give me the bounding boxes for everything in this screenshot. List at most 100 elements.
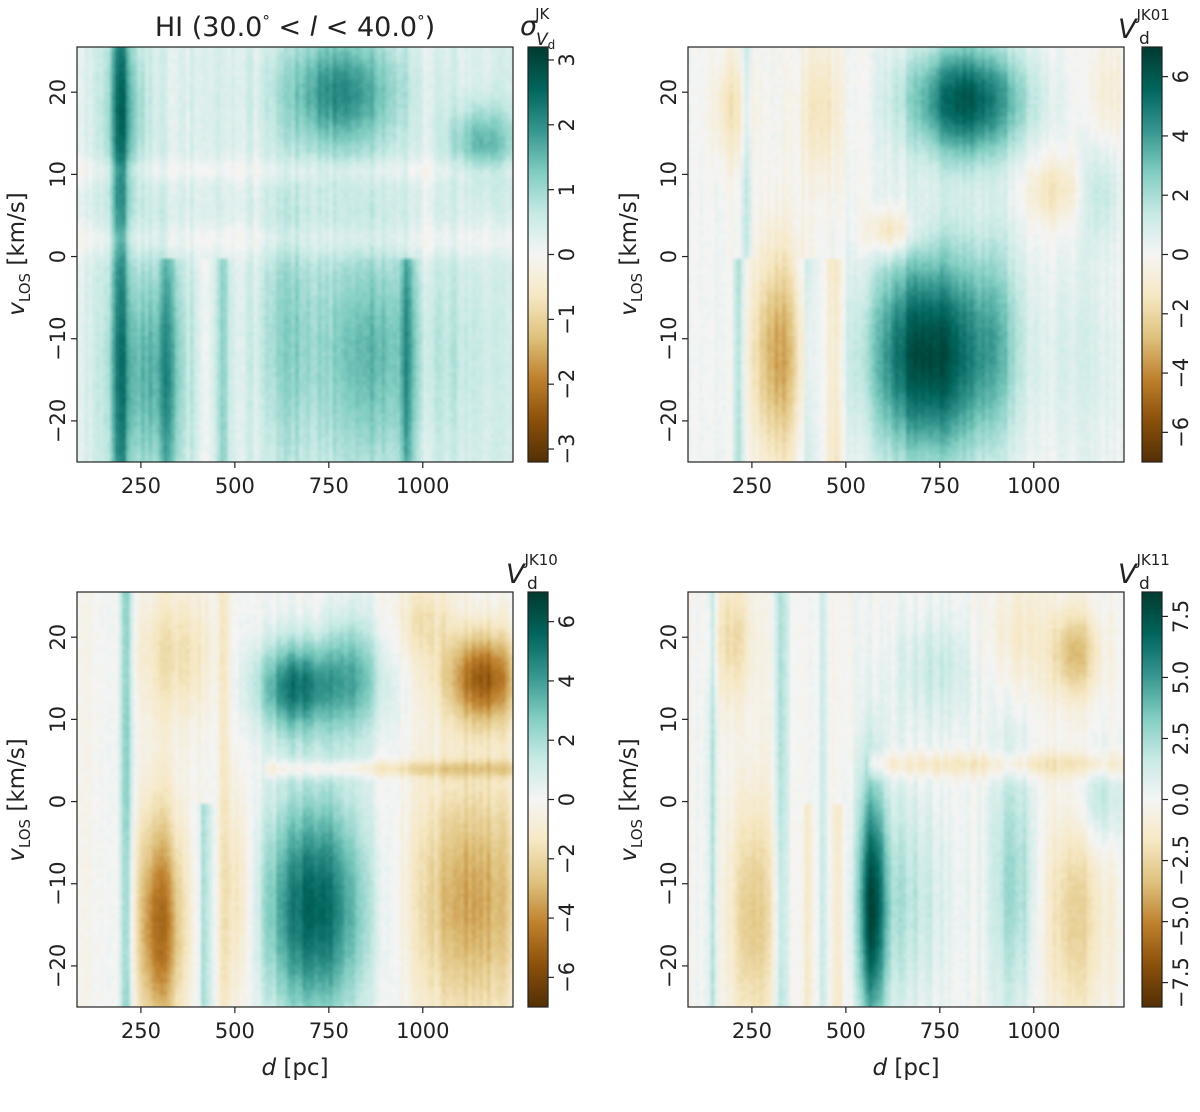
y-axis: −20 −10 0 10 20: [46, 79, 77, 443]
colorbar-tick-label: 7.5: [1169, 600, 1193, 633]
x-tick-label: 750: [920, 1019, 960, 1043]
colorbar-tick-label: 2.5: [1169, 722, 1193, 755]
cb-label-main: V: [506, 559, 527, 590]
y-tick-label: 20: [657, 624, 681, 651]
y-label-main: v: [4, 302, 30, 316]
colorbar-tick-label: −3: [555, 434, 579, 465]
colorbar-tick-label: −2: [555, 843, 579, 874]
colorbar-tick-label: 5.0: [1169, 661, 1193, 694]
x-tick-label: 500: [826, 1019, 866, 1043]
x-axis-label: d [pc]: [872, 1055, 939, 1081]
y-tick-label: 0: [46, 795, 70, 808]
colorbar-tick-label: −2.5: [1169, 835, 1193, 886]
colorbar-tick-label: 2: [555, 118, 579, 131]
y-tick-label: −10: [46, 317, 70, 361]
x-tick-label: 1000: [396, 1019, 449, 1043]
y-label-rest: [km/s]: [616, 738, 642, 819]
y-label-rest: [km/s]: [4, 738, 30, 819]
y-tick-label: −20: [657, 399, 681, 443]
colorbar-tick-label: −6: [555, 962, 579, 993]
x-tick-label: 250: [732, 474, 772, 498]
title-number-2: 40.0: [357, 12, 417, 43]
title-prefix: HI (30.0: [155, 12, 263, 43]
y-label-rest: [km/s]: [4, 192, 30, 273]
plot-frame: [687, 591, 1125, 1008]
colorbar-ticks: −3 −2 −1 0 1 2 3: [548, 53, 579, 465]
x-tick-label: 250: [121, 1019, 161, 1043]
heatmap-image: [77, 592, 513, 1007]
colorbar-tick-label: −6: [1169, 417, 1193, 448]
y-tick-label: −10: [46, 862, 70, 906]
y-tick-label: −10: [657, 862, 681, 906]
y-tick-label: 0: [657, 795, 681, 808]
colorbar-tick-label: −2: [555, 369, 579, 400]
x-label-main: d: [261, 1055, 276, 1081]
y-tick-label: 10: [46, 706, 70, 733]
panel-bottom-right: 250 500 750 1000 −20 −10 0 10 20 d [pc] vLOS [k…: [616, 551, 1193, 1081]
x-label-rest: [pc]: [887, 1055, 940, 1081]
x-label-rest: [pc]: [276, 1055, 329, 1081]
y-tick-label: −20: [46, 399, 70, 443]
heatmap-image: [688, 592, 1124, 1007]
cb-label-sub: d: [527, 574, 538, 594]
colorbar-ticks: −6 −4 −2 0 2 4 6: [548, 615, 579, 993]
heatmap-image: [688, 47, 1124, 462]
x-tick-label: 1000: [1007, 1019, 1060, 1043]
y-label-sub: LOS: [16, 273, 34, 302]
y-axis-label: vLOS [km/s]: [4, 738, 34, 862]
colorbar-label: VJK10 d: [506, 551, 558, 594]
title-degree-1: °: [262, 12, 270, 30]
title-suffix: ): [425, 12, 436, 43]
y-tick-label: 0: [46, 250, 70, 263]
colorbar-tick-label: 1: [555, 183, 579, 196]
cb-label-sup: JK: [534, 5, 550, 23]
y-label-main: v: [616, 302, 642, 316]
y-axis: −20 −10 0 10 20: [46, 624, 77, 988]
y-tick-label: −20: [657, 944, 681, 988]
colorbar-image: [1142, 592, 1162, 1007]
colorbar-tick-label: 0: [555, 793, 579, 806]
x-tick-label: 500: [215, 1019, 255, 1043]
plot-frame: [687, 46, 1125, 463]
y-label-main: v: [616, 848, 642, 862]
y-tick-label: 20: [46, 79, 70, 106]
colorbar-tick-label: −5.0: [1169, 896, 1193, 947]
x-tick-label: 500: [215, 474, 255, 498]
y-tick-label: −10: [657, 317, 681, 361]
cb-label-sup: JK01: [1135, 6, 1169, 24]
colorbar-tick-label: −4: [1169, 358, 1193, 389]
colorbar-label: VJK01 d: [1118, 6, 1170, 49]
x-axis-label: d [pc]: [261, 1055, 328, 1081]
colorbar-tick-label: 4: [555, 674, 579, 687]
x-axis: 250 500 750 1000: [121, 1007, 450, 1043]
title-lt-2: <: [317, 12, 357, 43]
y-tick-label: 10: [657, 161, 681, 188]
title-variable: l: [310, 12, 318, 43]
colorbar-image: [528, 47, 548, 462]
colorbar-tick-label: 6: [1169, 70, 1193, 83]
y-axis: −20 −10 0 10 20: [657, 79, 688, 443]
y-axis: −20 −10 0 10 20: [657, 624, 688, 988]
title-lt-1: <: [270, 12, 310, 43]
x-axis: 250 500 750 1000: [121, 462, 450, 498]
y-tick-label: 20: [657, 79, 681, 106]
colorbar-tick-label: 2: [1169, 189, 1193, 202]
y-tick-label: −20: [46, 944, 70, 988]
x-label-main: d: [872, 1055, 887, 1081]
y-label-sub: LOS: [16, 819, 34, 848]
y-label-sub: LOS: [628, 819, 646, 848]
colorbar-ticks: −7.5 −5.0 −2.5 0.0 2.5 5.0 7.5: [1162, 600, 1193, 1008]
x-tick-label: 250: [121, 474, 161, 498]
plot-frame: [76, 46, 514, 463]
colorbar-label: VJK11 d: [1118, 551, 1170, 594]
colorbar-image: [1142, 47, 1162, 462]
colorbar-tick-label: 0.0: [1169, 783, 1193, 816]
x-tick-label: 1000: [396, 474, 449, 498]
cb-label-sup: JK10: [523, 551, 557, 569]
panel-top-left: HI (30.0° < l < 40.0°) 250 500 750 1000 −20…: [4, 5, 579, 498]
x-tick-label: 750: [920, 474, 960, 498]
colorbar-tick-label: −2: [1169, 298, 1193, 329]
y-label-rest: [km/s]: [616, 192, 642, 273]
colorbar-tick-label: 0: [555, 248, 579, 261]
